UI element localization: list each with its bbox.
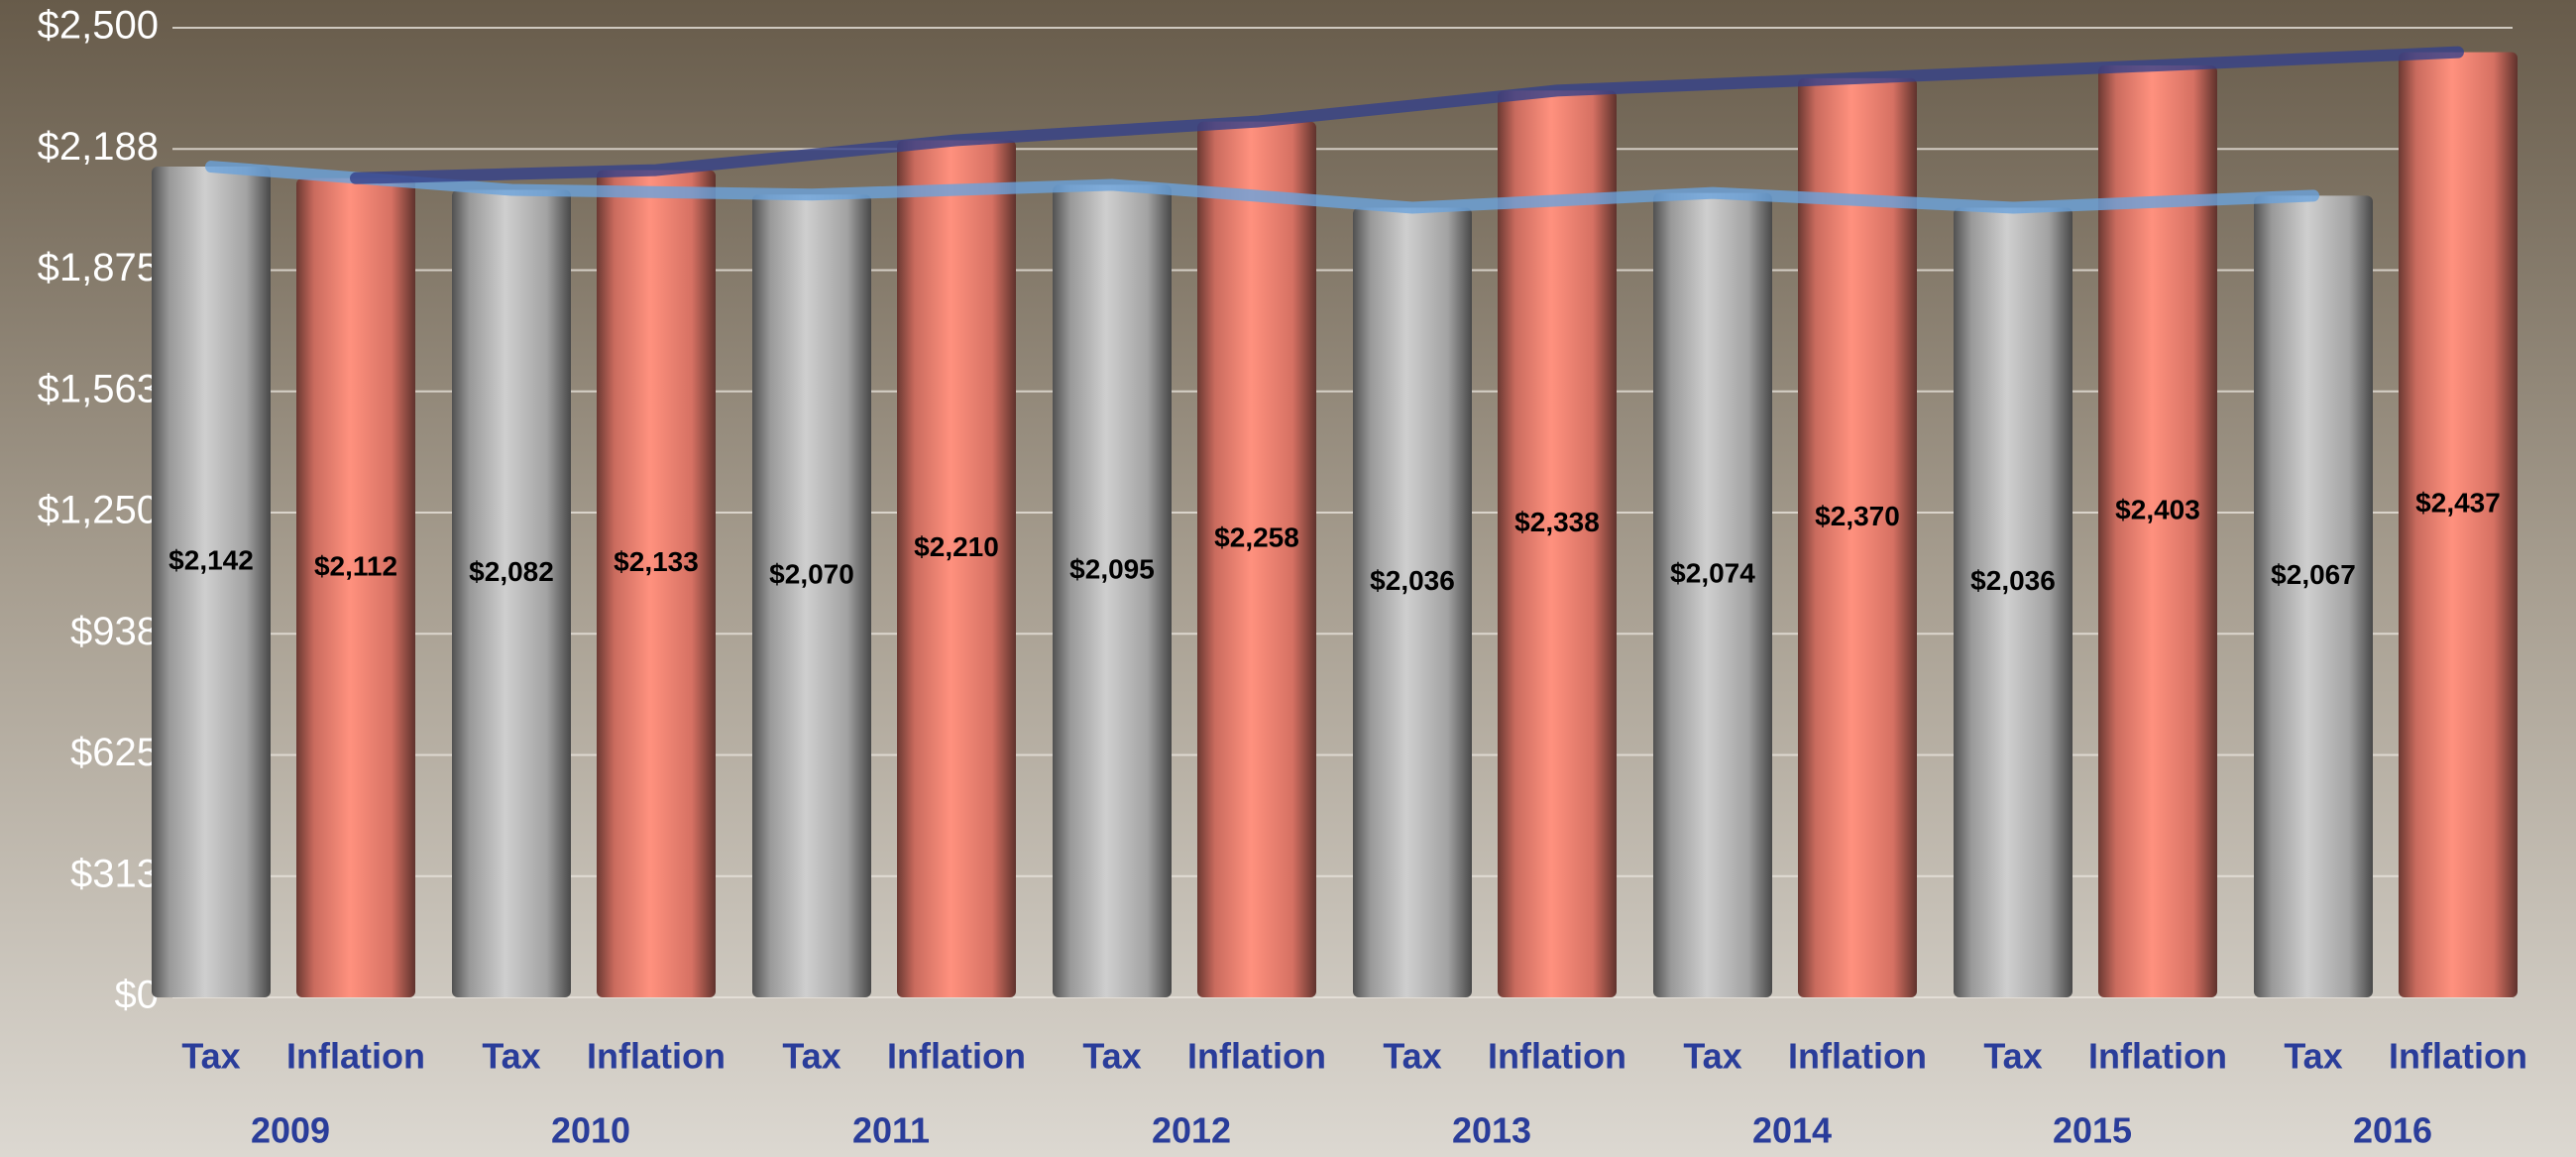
x-category-label: 2013 — [1452, 1110, 1531, 1151]
x-category-label: 2012 — [1152, 1110, 1231, 1151]
data-label: $2,258 — [1214, 522, 1299, 553]
series-label: Inflation — [1488, 1036, 1626, 1077]
x-category-label: 2015 — [2053, 1110, 2132, 1151]
series-label: Inflation — [2389, 1036, 2527, 1077]
y-tick-label: $2,500 — [38, 4, 159, 48]
data-label: $2,133 — [614, 546, 699, 577]
series-label: Tax — [1683, 1036, 1741, 1077]
y-tick-label: $2,188 — [38, 125, 159, 169]
data-label: $2,370 — [1815, 501, 1900, 531]
bar — [152, 167, 271, 997]
bar — [597, 170, 716, 997]
series-label: Tax — [482, 1036, 540, 1077]
y-tick-label: $1,250 — [38, 489, 159, 532]
bar — [1954, 207, 2072, 998]
series-label: Tax — [1082, 1036, 1141, 1077]
data-label: $2,210 — [914, 531, 999, 562]
bar — [897, 140, 1016, 997]
bar — [1798, 77, 1917, 997]
series-label: Inflation — [1788, 1036, 1927, 1077]
data-label: $2,403 — [2115, 494, 2200, 524]
bar — [1353, 207, 1472, 998]
x-category-label: 2010 — [551, 1110, 630, 1151]
data-label: $2,082 — [469, 556, 554, 587]
bar — [2098, 64, 2217, 997]
x-category-label: 2009 — [251, 1110, 330, 1151]
bar — [296, 177, 415, 998]
series-label: Inflation — [2088, 1036, 2227, 1077]
series-label: Inflation — [887, 1036, 1026, 1077]
series-label: Inflation — [286, 1036, 425, 1077]
bar — [752, 194, 871, 997]
y-tick-label: $313 — [70, 852, 159, 895]
series-label: Tax — [782, 1036, 840, 1077]
bar — [1053, 184, 1172, 997]
y-tick-label: $938 — [70, 610, 159, 653]
y-tick-label: $0 — [115, 974, 160, 1017]
series-label: Tax — [181, 1036, 240, 1077]
data-label: $2,074 — [1670, 558, 1755, 589]
y-tick-label: $625 — [70, 731, 159, 774]
series-label: Tax — [2284, 1036, 2342, 1077]
x-category-label: 2014 — [1752, 1110, 1832, 1151]
data-label: $2,095 — [1069, 554, 1155, 585]
data-label: $2,142 — [168, 544, 254, 575]
y-tick-label: $1,563 — [38, 367, 159, 410]
series-label: Tax — [1983, 1036, 2042, 1077]
data-label: $2,070 — [769, 558, 854, 589]
bar — [452, 189, 571, 997]
data-label: $2,112 — [314, 550, 397, 581]
x-category-label: 2016 — [2353, 1110, 2432, 1151]
series-label: Inflation — [1187, 1036, 1326, 1077]
bar — [2254, 195, 2373, 998]
bar — [1498, 90, 1617, 998]
data-label: $2,067 — [2271, 559, 2356, 590]
bar — [1197, 121, 1316, 997]
series-label: Inflation — [587, 1036, 726, 1077]
trend-line — [350, 46, 2464, 184]
data-label: $2,036 — [1970, 565, 2056, 596]
bar — [2399, 52, 2518, 997]
data-label: $2,036 — [1370, 565, 1455, 596]
x-category-label: 2011 — [852, 1110, 930, 1151]
series-label: Tax — [1383, 1036, 1441, 1077]
y-tick-label: $1,875 — [38, 246, 159, 289]
bar — [1653, 192, 1772, 998]
data-label: $2,437 — [2415, 488, 2501, 519]
data-label: $2,338 — [1514, 507, 1600, 537]
trend-line — [205, 161, 2319, 214]
